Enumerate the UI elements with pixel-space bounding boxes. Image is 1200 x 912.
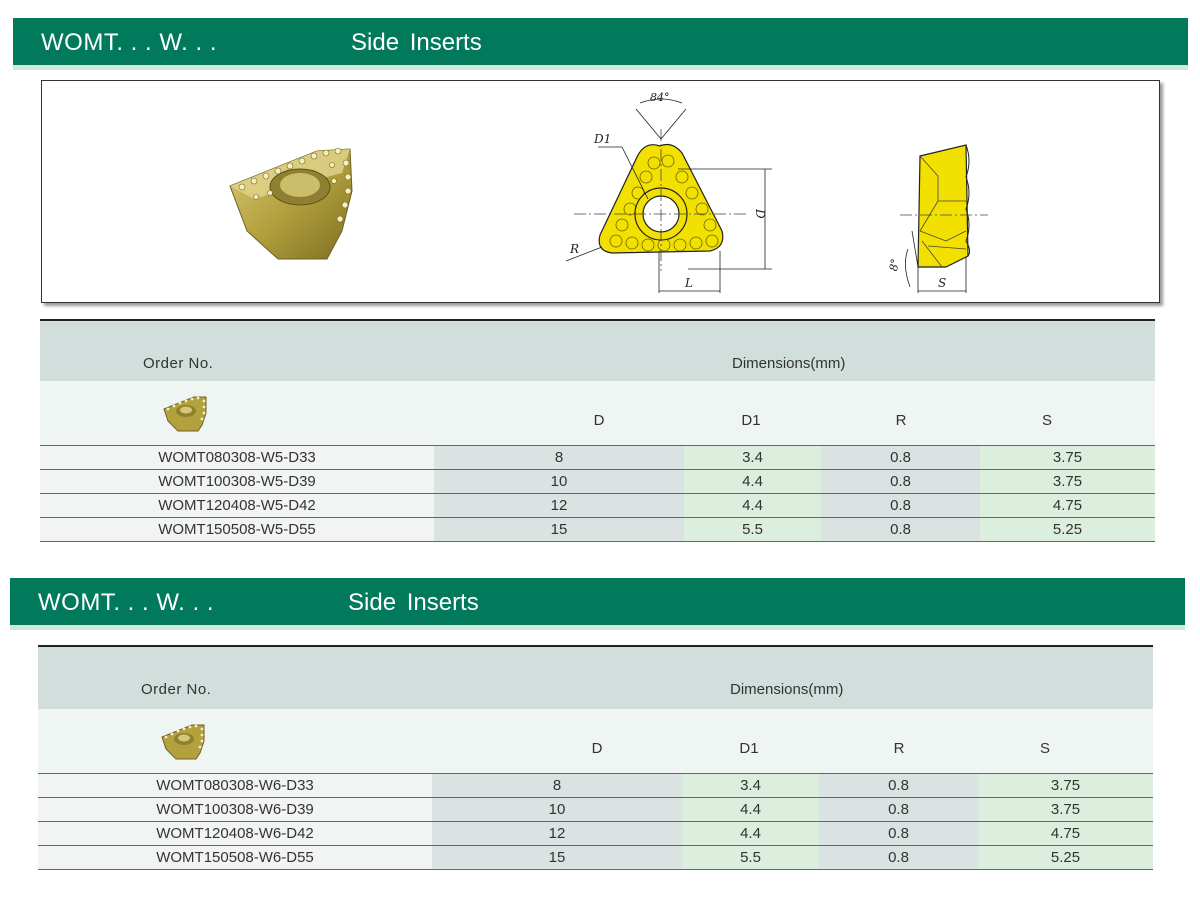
spec-table: Order No. Dimensions(mm) D D1 R S WOMT08… [40,319,1155,542]
table-header: Order No. Dimensions(mm) [38,647,1153,709]
r-cell: 0.8 [821,494,980,517]
order-no-cell: WOMT100308-W6-D39 [38,798,432,821]
d1-label: D1 [593,132,611,146]
insert-drawing: 84° D1 D R L 8 [229,91,988,293]
table-subheader: D D1 R S [40,381,1155,446]
d-cell: 8 [434,446,684,469]
d-cell: 12 [434,494,684,517]
r-label: R [569,242,579,256]
d-label: D [753,208,767,219]
order-no-cell: WOMT120408-W5-D42 [40,494,434,517]
technical-drawing-panel: 84° D1 D R L 8 [41,80,1160,303]
s-cell: 4.75 [980,494,1155,517]
r-cell: 0.8 [821,518,980,541]
order-no-cell: WOMT150508-W5-D55 [40,518,434,541]
table-row: WOMT080308-W6-D33 8 3.4 0.8 3.75 [38,774,1153,798]
insert-side-view: 8° S [887,144,988,293]
section-banner: WOMT. . . W. . . Side Inserts [10,578,1185,630]
column-header-r: R [893,740,905,757]
order-no-cell: WOMT080308-W6-D33 [38,774,432,797]
column-header-s: S [1039,740,1051,757]
r-cell: 0.8 [821,470,980,493]
column-header-d: D [593,412,605,429]
series-code: WOMT. . . W. . . [41,29,217,56]
column-header-d: D [591,740,603,757]
s-cell: 5.25 [978,846,1153,869]
r-cell: 0.8 [819,774,978,797]
section-banner: WOMT. . . W. . . Side Inserts [13,18,1188,70]
table-row: WOMT150508-W6-D55 15 5.5 0.8 5.25 [38,846,1153,870]
section-title: Side Inserts [351,29,482,56]
insert-thumbnail [161,724,205,760]
table-row: WOMT100308-W5-D39 10 4.4 0.8 3.75 [40,470,1155,494]
s-cell: 3.75 [978,798,1153,821]
dimensions-header: Dimensions(mm) [732,355,846,372]
s-cell: 3.75 [978,774,1153,797]
table-row: WOMT150508-W5-D55 15 5.5 0.8 5.25 [40,518,1155,542]
tilt-8-label: 8° [887,258,902,273]
column-header-s: S [1041,412,1053,429]
s-cell: 5.25 [980,518,1155,541]
d-cell: 10 [432,798,682,821]
l-label: L [684,276,693,290]
d1-cell: 4.4 [682,822,819,845]
column-header-d1: D1 [741,412,761,429]
order-no-cell: WOMT150508-W6-D55 [38,846,432,869]
order-no-cell: WOMT080308-W5-D33 [40,446,434,469]
table-row: WOMT120408-W5-D42 12 4.4 0.8 4.75 [40,494,1155,518]
insert-top-view: 84° D1 D R L [565,91,772,293]
table-subheader: D D1 R S [38,709,1153,774]
d-cell: 10 [434,470,684,493]
spec-table: Order No. Dimensions(mm) D D1 R S WOMT08… [38,645,1153,870]
table-row: WOMT080308-W5-D33 8 3.4 0.8 3.75 [40,446,1155,470]
column-header-r: R [895,412,907,429]
d1-cell: 4.4 [684,494,821,517]
insert-photo [229,147,353,260]
order-no-cell: WOMT120408-W6-D42 [38,822,432,845]
r-cell: 0.8 [821,446,980,469]
d1-cell: 5.5 [684,518,821,541]
s-cell: 3.75 [980,470,1155,493]
order-no-header: Order No. [143,355,214,372]
s-cell: 3.75 [980,446,1155,469]
section-title: Side Inserts [348,589,479,616]
series-code: WOMT. . . W. . . [38,589,214,616]
table-row: WOMT100308-W6-D39 10 4.4 0.8 3.75 [38,798,1153,822]
table-header: Order No. Dimensions(mm) [40,321,1155,381]
insert-thumbnail [163,396,207,432]
d1-cell: 4.4 [684,470,821,493]
dimensions-header: Dimensions(mm) [730,681,844,698]
d-cell: 15 [434,518,684,541]
d-cell: 12 [432,822,682,845]
r-cell: 0.8 [819,822,978,845]
d1-cell: 3.4 [684,446,821,469]
column-header-d1: D1 [739,740,759,757]
angle-84-label: 84° [650,91,670,104]
r-cell: 0.8 [819,798,978,821]
table-row: WOMT120408-W6-D42 12 4.4 0.8 4.75 [38,822,1153,846]
d-cell: 8 [432,774,682,797]
order-no-cell: WOMT100308-W5-D39 [40,470,434,493]
d-cell: 15 [432,846,682,869]
d1-cell: 5.5 [682,846,819,869]
d1-cell: 3.4 [682,774,819,797]
r-cell: 0.8 [819,846,978,869]
order-no-header: Order No. [141,681,212,698]
d1-cell: 4.4 [682,798,819,821]
s-cell: 4.75 [978,822,1153,845]
s-label: S [938,276,946,290]
